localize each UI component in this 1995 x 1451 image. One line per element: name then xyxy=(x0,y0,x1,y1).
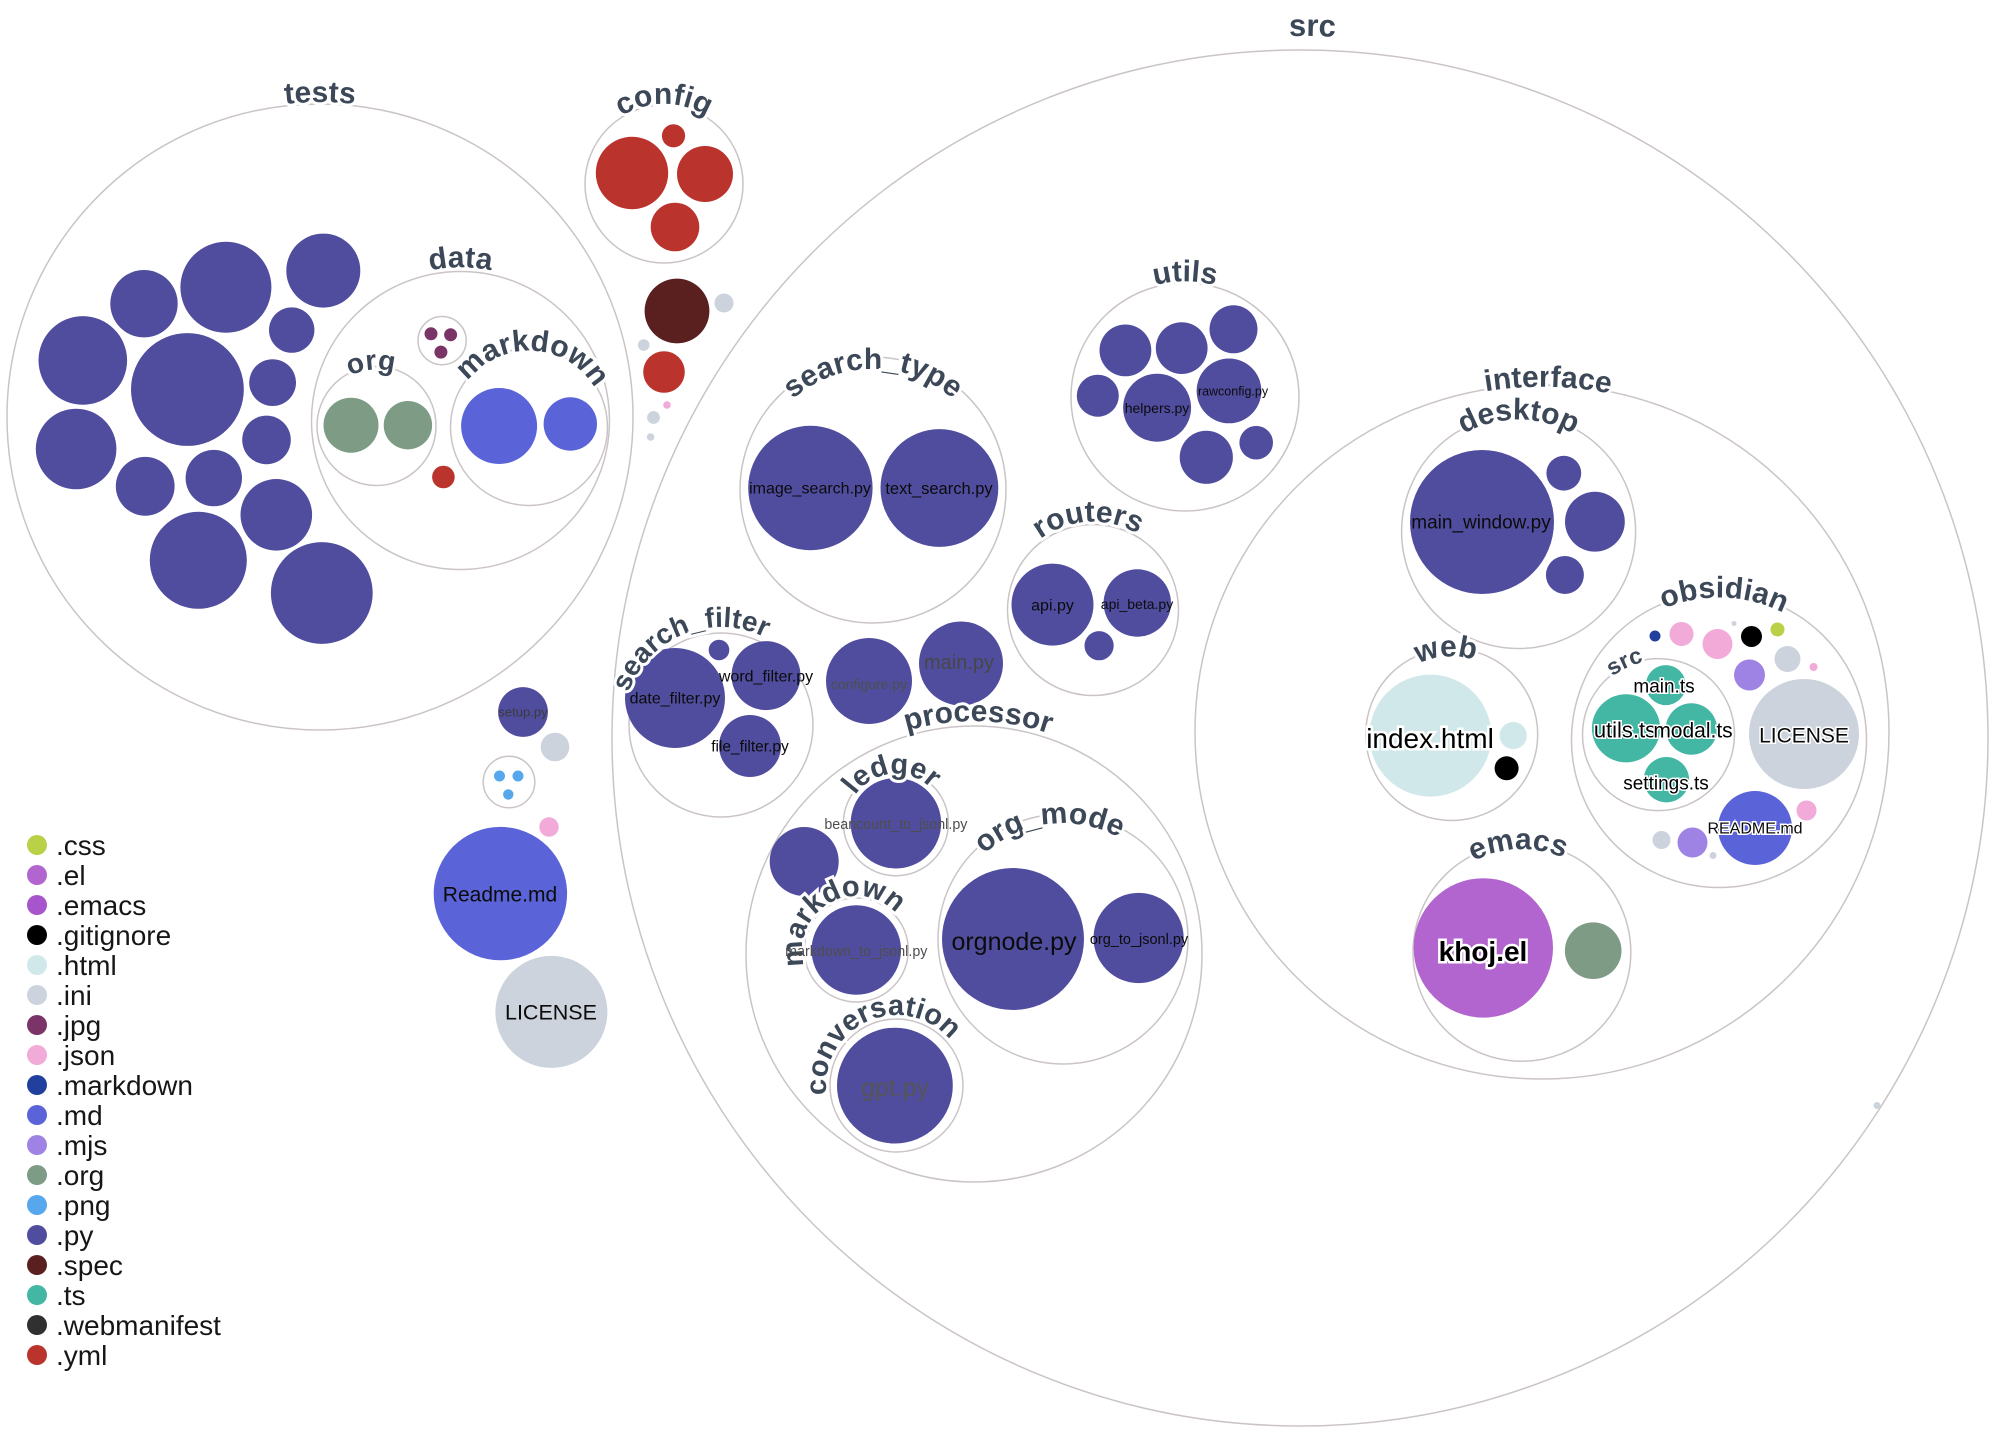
svg-text:LICENSE: LICENSE xyxy=(505,1001,597,1025)
svg-text:main.ts: main.ts xyxy=(1633,677,1694,698)
svg-text:.ini: .ini xyxy=(56,980,92,1011)
svg-text:src: src xyxy=(1289,8,1337,44)
svg-text:.el: .el xyxy=(56,860,86,891)
svg-text:tests: tests xyxy=(283,76,358,111)
svg-text:markdown_to_jsonl.py: markdown_to_jsonl.py xyxy=(785,944,928,960)
svg-text:Readme.md: Readme.md xyxy=(443,883,557,906)
svg-text:word_filter.py: word_filter.py xyxy=(718,669,813,686)
svg-text:gpt.py: gpt.py xyxy=(861,1074,930,1102)
svg-text:utils.ts: utils.ts xyxy=(1594,718,1656,743)
svg-text:rawconfig.py: rawconfig.py xyxy=(1198,384,1269,398)
svg-text:.markdown: .markdown xyxy=(56,1070,193,1101)
svg-text:data: data xyxy=(426,241,495,277)
svg-text:.mjs: .mjs xyxy=(56,1130,107,1161)
svg-text:README.md: README.md xyxy=(1707,821,1802,838)
svg-text:configure.py: configure.py xyxy=(831,676,907,692)
svg-text:index.html: index.html xyxy=(1366,723,1494,754)
svg-text:.json: .json xyxy=(56,1040,115,1071)
svg-text:modal.ts: modal.ts xyxy=(1653,719,1732,742)
svg-text:.py: .py xyxy=(56,1220,93,1251)
svg-text:.webmanifest: .webmanifest xyxy=(56,1310,221,1341)
svg-text:main_window.py: main_window.py xyxy=(1411,513,1551,534)
svg-text:.html: .html xyxy=(56,950,117,981)
svg-text:file_filter.py: file_filter.py xyxy=(711,738,789,755)
svg-text:text_search.py: text_search.py xyxy=(885,480,993,498)
svg-text:helpers.py: helpers.py xyxy=(1125,400,1190,416)
svg-text:beancount_to_jsonl.py: beancount_to_jsonl.py xyxy=(824,817,968,833)
svg-text:settings.ts: settings.ts xyxy=(1623,774,1709,795)
svg-text:.yml: .yml xyxy=(56,1340,107,1371)
svg-text:date_filter.py: date_filter.py xyxy=(630,691,721,708)
svg-text:main.py: main.py xyxy=(924,652,994,674)
svg-text:.emacs: .emacs xyxy=(56,890,146,921)
svg-text:org: org xyxy=(342,344,398,381)
svg-text:LICENSE: LICENSE xyxy=(1759,724,1849,747)
svg-text:api.py: api.py xyxy=(1031,598,1074,615)
svg-text:utils: utils xyxy=(1150,255,1221,292)
svg-text:.spec: .spec xyxy=(56,1250,123,1281)
svg-text:api_beta.py: api_beta.py xyxy=(1101,596,1173,612)
svg-text:.org: .org xyxy=(56,1160,104,1191)
svg-text:.jpg: .jpg xyxy=(56,1010,101,1041)
svg-text:.gitignore: .gitignore xyxy=(56,920,171,951)
svg-text:.png: .png xyxy=(56,1190,111,1221)
svg-text:.ts: .ts xyxy=(56,1280,86,1311)
svg-text:khoj.el: khoj.el xyxy=(1439,936,1528,967)
svg-text:.md: .md xyxy=(56,1100,103,1131)
svg-text:image_search.py: image_search.py xyxy=(749,481,871,498)
svg-text:orgnode.py: orgnode.py xyxy=(951,928,1077,956)
svg-text:org_to_jsonl.py: org_to_jsonl.py xyxy=(1090,932,1189,948)
svg-text:setup.py: setup.py xyxy=(498,705,548,720)
svg-text:.css: .css xyxy=(56,830,106,861)
